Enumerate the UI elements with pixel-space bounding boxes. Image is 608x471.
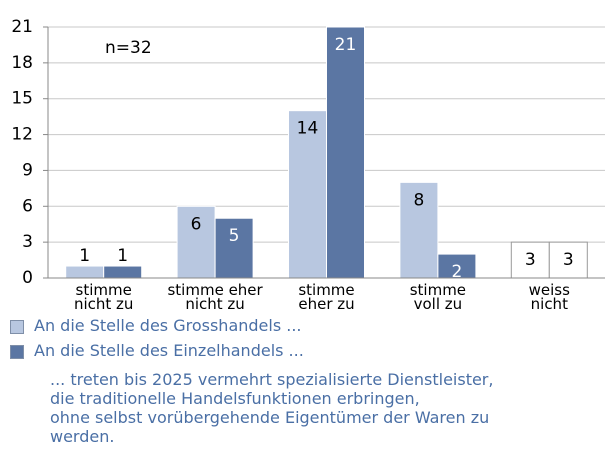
data-label: 14	[297, 119, 319, 139]
note: ... treten bis 2025 vermehrt spezialisie…	[50, 370, 493, 446]
bar	[548, 241, 588, 279]
x-tick-label: weiss nicht	[528, 281, 570, 313]
note-line: ohne selbst vorübergehende Eigentümer de…	[50, 408, 490, 427]
data-label: 5	[229, 226, 240, 246]
y-tick-label: 15	[11, 89, 33, 109]
bar	[103, 265, 143, 279]
note-line: werden.	[50, 427, 115, 446]
bar	[399, 181, 439, 279]
bar	[176, 205, 216, 279]
legend-label: An die Stelle des Grosshandels ...	[34, 316, 302, 335]
data-label: 3	[525, 250, 536, 270]
data-label: 21	[335, 35, 357, 55]
y-tick-label: 6	[22, 196, 33, 216]
legend-swatch	[10, 345, 24, 359]
x-tick-label: stimme eher zu	[298, 281, 355, 313]
bar	[326, 26, 365, 279]
data-label: 3	[563, 250, 574, 270]
y-tick-label: 0	[22, 268, 33, 288]
x-tick-label: stimme nicht zu	[73, 281, 134, 313]
data-label: 6	[191, 214, 202, 234]
y-tick-label: 9	[22, 160, 33, 180]
x-tick-label: stimme voll zu	[409, 281, 467, 313]
note-line: die traditionelle Handelsfunktionen erbr…	[50, 389, 420, 408]
data-label: 1	[79, 246, 90, 266]
bar	[288, 110, 327, 279]
bar	[214, 217, 254, 279]
x-tick-label: stimme eher nicht zu	[167, 281, 263, 313]
annotation: n=32	[105, 38, 152, 58]
y-tick-label: 21	[11, 17, 33, 37]
legend-label: An die Stelle des Einzelhandels ...	[34, 341, 304, 360]
note-line: ... treten bis 2025 vermehrt spezialisie…	[50, 370, 494, 389]
bar	[65, 265, 105, 279]
legend-swatch	[10, 320, 24, 334]
data-label: 2	[451, 262, 462, 282]
data-label: 8	[413, 190, 424, 210]
y-tick-label: 12	[11, 125, 33, 145]
y-tick-label: 18	[11, 53, 33, 73]
data-label: 1	[117, 246, 128, 266]
y-tick-label: 3	[22, 232, 33, 252]
